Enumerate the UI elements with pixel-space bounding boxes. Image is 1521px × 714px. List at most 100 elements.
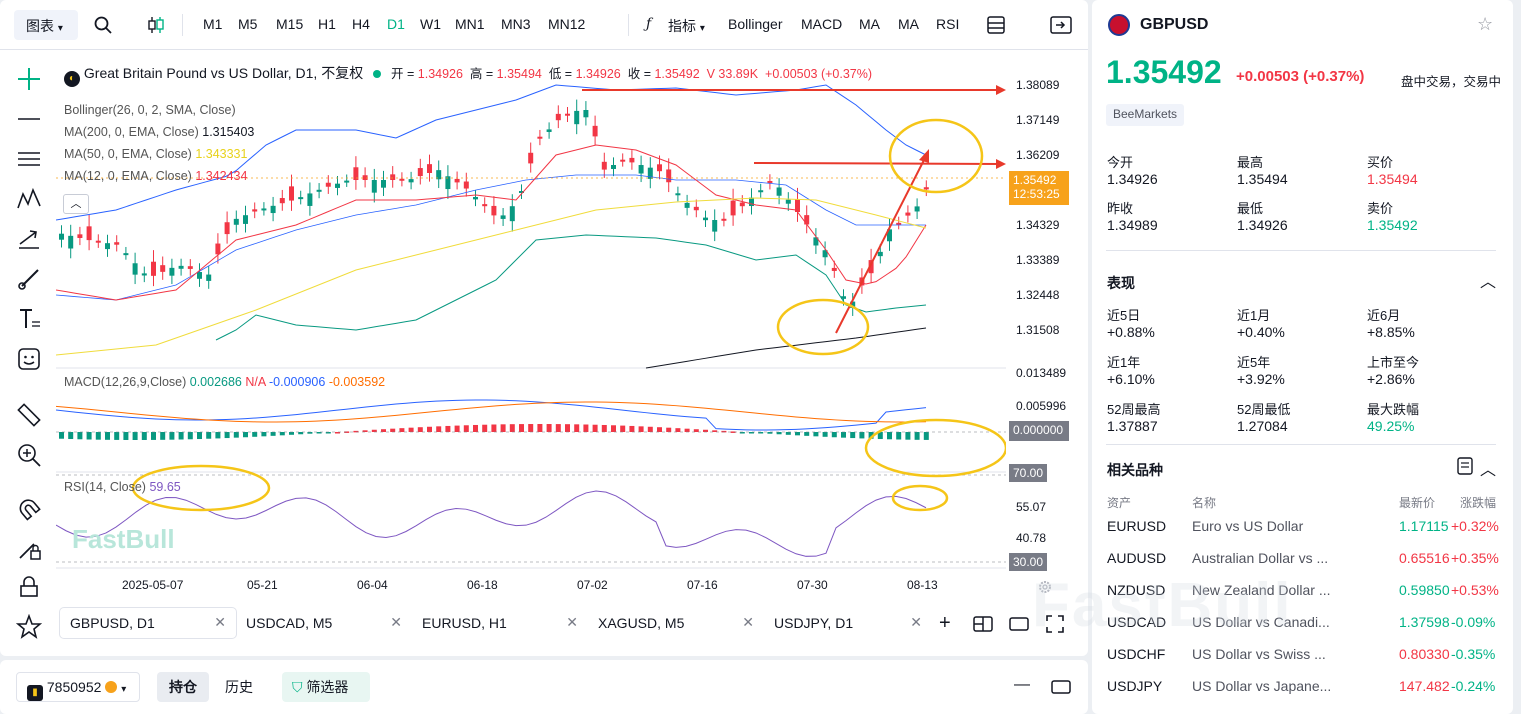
macd-bar <box>463 425 469 432</box>
brush-icon[interactable] <box>16 266 42 292</box>
tf-h4[interactable]: H4 <box>352 16 370 32</box>
emoji-icon[interactable] <box>16 346 42 372</box>
perf-label: 52周最高 <box>1107 402 1161 417</box>
perf-value: +3.92% <box>1237 371 1285 387</box>
layout-icon[interactable] <box>986 15 1006 35</box>
magnet-icon[interactable] <box>16 496 42 522</box>
related-name: US Dollar vs Japane... <box>1192 678 1332 694</box>
tf-mn12[interactable]: MN12 <box>548 16 586 32</box>
macd-bar <box>767 432 773 434</box>
tab-positions[interactable]: 持仓 <box>157 672 209 702</box>
close-icon[interactable]: ✕ <box>742 614 754 630</box>
tab-label: EURUSD, H1 <box>422 615 507 631</box>
candle-body <box>509 206 515 222</box>
indicators-label: 指标 <box>668 18 696 34</box>
account-select[interactable]: ▮ 7850952 ▾ <box>16 672 140 702</box>
legend-ma50[interactable]: MA(50, 0, EMA, Close) 1.343331 <box>64 147 247 161</box>
exit-fullscreen-icon[interactable] <box>1050 15 1072 35</box>
tf-m15[interactable]: M15 <box>276 16 304 32</box>
fullscreen-icon[interactable] <box>1046 615 1064 633</box>
tf-w1[interactable]: W1 <box>420 16 441 32</box>
legend-rsi[interactable]: RSI(14, Close) 59.65 <box>64 480 181 494</box>
list-icon[interactable] <box>1457 457 1473 475</box>
tab-xagusd[interactable]: XAGUSD, M5 ✕ <box>588 608 764 638</box>
favorite-star-icon[interactable] <box>16 614 42 640</box>
indicator-rsi[interactable]: RSI <box>936 16 960 32</box>
projection-icon[interactable] <box>16 226 42 252</box>
indicator-macd[interactable]: MACD <box>801 16 843 32</box>
ma200-value: 1.315403 <box>202 125 255 139</box>
indicator-bollinger[interactable]: Bollinger <box>728 16 783 32</box>
chart-legend-header: ◐ Great Britain Pound vs US Dollar, D1, … <box>64 63 872 87</box>
zigzag-pattern-icon[interactable] <box>16 186 42 212</box>
single-view-icon[interactable] <box>1009 616 1029 632</box>
search-icon[interactable] <box>94 16 112 34</box>
tf-m1[interactable]: M1 <box>203 16 223 32</box>
macd-bar <box>325 432 331 434</box>
split-view-icon[interactable] <box>973 616 993 632</box>
perf-label: 近1年 <box>1107 355 1141 370</box>
crosshair-icon[interactable] <box>16 66 42 92</box>
minimize-icon[interactable]: — <box>1014 676 1030 693</box>
candle-body <box>473 197 478 200</box>
ruler-icon[interactable] <box>16 402 42 428</box>
legend-macd[interactable]: MACD(12,26,9,Close) 0.002686 N/A -0.0009… <box>64 375 385 389</box>
trend-line-icon[interactable] <box>16 106 42 132</box>
related-price: 0.80330 <box>1399 646 1450 662</box>
rsi-label: RSI(14, Close) <box>64 480 146 494</box>
close-icon[interactable]: ✕ <box>390 614 402 630</box>
price-chart[interactable] <box>56 50 1006 570</box>
chevron-up-icon[interactable]: ︿ <box>1480 462 1497 479</box>
chart-type-select[interactable]: 图表 ▾ <box>14 10 78 40</box>
indicator-ma-2[interactable]: MA <box>898 16 919 32</box>
close-icon[interactable]: ✕ <box>910 614 922 630</box>
tf-d1[interactable]: D1 <box>387 16 405 32</box>
tf-mn3[interactable]: MN3 <box>501 16 531 32</box>
tab-history[interactable]: 历史 <box>225 679 253 695</box>
current-price-tag: 1.35492 12:53:25 <box>1009 171 1069 205</box>
price-axis[interactable]: 1.38089 1.37149 1.36209 1.34329 1.33389 … <box>1006 50 1088 575</box>
arrow-head <box>996 159 1006 169</box>
lock-drawings-icon[interactable] <box>16 536 42 562</box>
candle-body <box>592 125 598 137</box>
zoom-in-icon[interactable] <box>16 442 42 468</box>
tab-gbpusd[interactable]: GBPUSD, D1 ✕ <box>60 608 236 638</box>
tab-usdjpy[interactable]: USDJPY, D1 ✕ <box>764 608 932 638</box>
tab-usdcad[interactable]: USDCAD, M5 ✕ <box>236 608 412 638</box>
header-price: 最新价 <box>1399 496 1436 510</box>
time-axis[interactable]: 2025-05-07 05-21 06-04 06-18 07-02 07-16… <box>56 570 1006 600</box>
macd-bar <box>151 432 156 440</box>
time-tick: 06-04 <box>357 578 388 592</box>
screener-button[interactable]: ⛉ 筛选器 <box>282 672 370 702</box>
close-icon[interactable]: ✕ <box>214 614 226 630</box>
indicators-button[interactable]: 指标 ▾ <box>668 16 705 36</box>
chevron-up-icon[interactable]: ︿ <box>1480 274 1497 291</box>
macd-bar <box>390 428 396 432</box>
indicator-ma[interactable]: MA <box>859 16 880 32</box>
tab-eurusd[interactable]: EURUSD, H1 ✕ <box>412 608 588 638</box>
candle-body <box>528 152 534 164</box>
settings-gear-icon[interactable] <box>1037 579 1053 595</box>
candle-body <box>684 202 690 208</box>
macd-value-3: -0.000906 <box>269 375 326 389</box>
maximize-icon[interactable] <box>1051 680 1071 694</box>
lock-icon[interactable] <box>16 574 42 600</box>
legend-ma12[interactable]: MA(12, 0, EMA, Close) 1.342434 <box>64 169 247 183</box>
tf-m5[interactable]: M5 <box>238 16 258 32</box>
collapse-legend-button[interactable]: ︿ <box>63 194 89 214</box>
related-name: US Dollar vs Canadi... <box>1192 614 1330 630</box>
candlestick-icon[interactable] <box>146 15 166 35</box>
text-tool-icon[interactable] <box>16 306 42 332</box>
horizontal-lines-icon[interactable] <box>16 146 42 172</box>
legend-ma200[interactable]: MA(200, 0, EMA, Close) 1.315403 <box>64 125 254 139</box>
candle-body <box>519 191 524 193</box>
favorite-star-icon[interactable]: ☆ <box>1477 14 1494 34</box>
legend-bollinger[interactable]: Bollinger(26, 0, 2, SMA, Close) <box>64 103 236 117</box>
add-tab-icon[interactable]: + <box>939 612 951 634</box>
chart-type-label: 图表 <box>26 18 54 34</box>
candle-body <box>914 206 920 212</box>
tf-h1[interactable]: H1 <box>318 16 336 32</box>
close-icon[interactable]: ✕ <box>566 614 578 630</box>
tf-mn1[interactable]: MN1 <box>455 16 485 32</box>
macd-bar <box>436 426 442 432</box>
